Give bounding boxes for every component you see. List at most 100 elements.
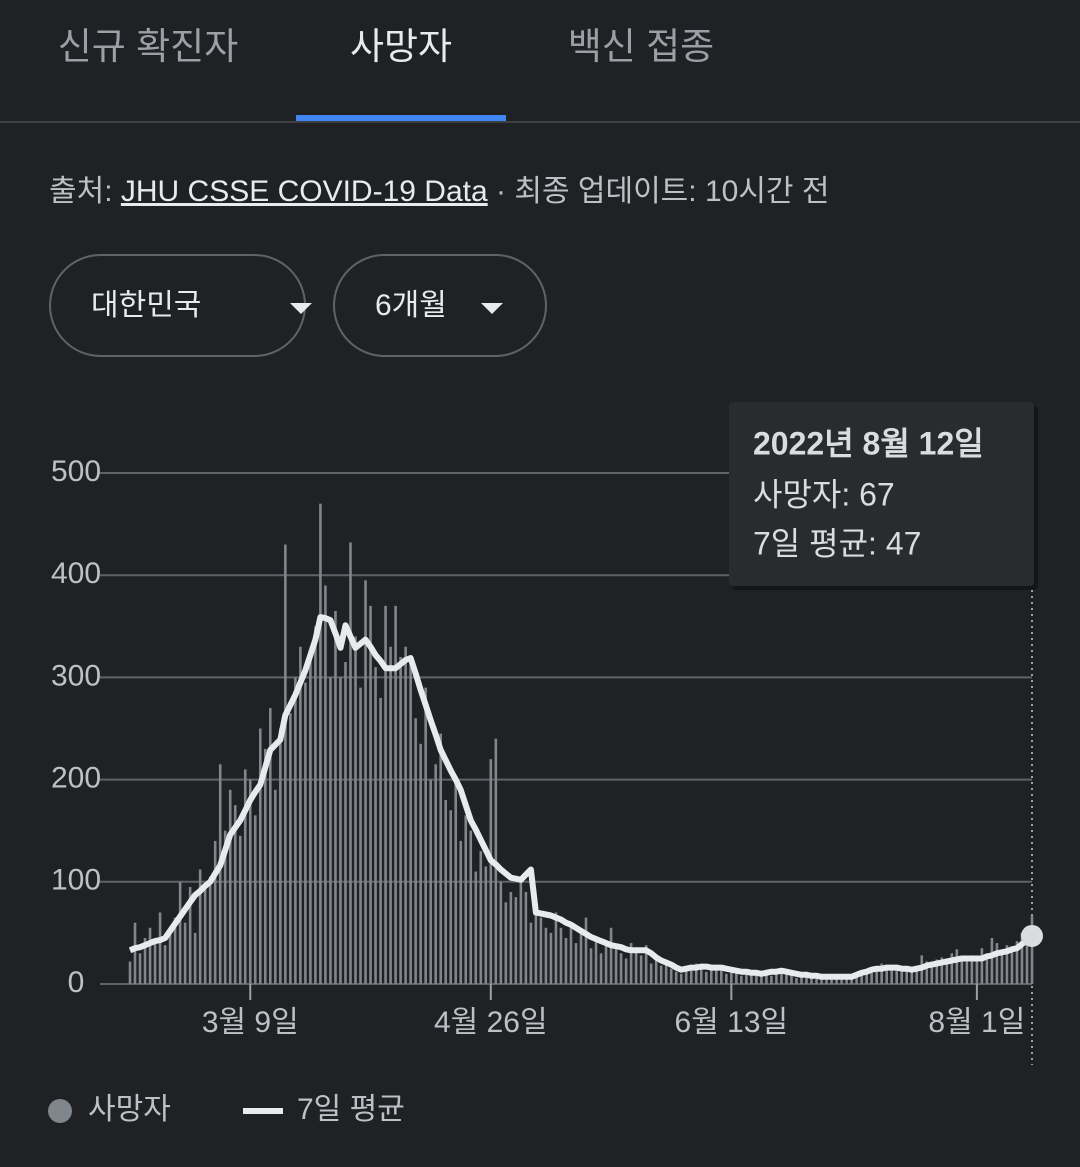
bar [684, 965, 688, 984]
bar [609, 927, 613, 984]
bar [469, 830, 473, 984]
bar [639, 955, 643, 984]
bar [790, 974, 793, 984]
bar [444, 800, 447, 984]
bar [279, 728, 282, 984]
bar [509, 892, 513, 984]
filter-label: 6개월 [375, 289, 447, 322]
bar [243, 769, 247, 984]
bar [860, 971, 863, 984]
bar [564, 938, 568, 984]
bar [354, 636, 357, 984]
source-prefix: 출처: [49, 175, 113, 208]
bar [143, 938, 147, 984]
x-tick-label: 6월 13일 [675, 1006, 789, 1039]
bar [554, 912, 558, 984]
bar [840, 976, 843, 984]
bar [198, 869, 202, 984]
bar [539, 917, 543, 984]
x-tick-label: 8월 1일 [928, 1006, 1025, 1039]
bar [404, 646, 407, 984]
bar [178, 881, 182, 984]
bar [419, 743, 422, 984]
bar [148, 927, 152, 984]
filter-chip[interactable]: 대한민국 [49, 254, 312, 357]
filter-label: 대한민국 [91, 289, 202, 322]
bar [439, 733, 442, 984]
bar [484, 866, 488, 984]
bar [479, 851, 483, 984]
filter-chip[interactable]: 6개월 [333, 254, 547, 357]
tooltip-title: 2022년 8월 12일 [753, 425, 984, 461]
bar [629, 943, 633, 984]
bar [409, 656, 412, 984]
bar [1030, 915, 1034, 984]
bar [344, 662, 347, 984]
bar [364, 580, 367, 984]
bar [529, 922, 533, 984]
bar [805, 971, 808, 984]
y-tick-label: 0 [68, 966, 85, 999]
bar [384, 605, 387, 984]
bar [324, 585, 327, 984]
bar [875, 967, 878, 984]
tab[interactable]: 신규 확진자 [57, 26, 239, 67]
bar [955, 949, 959, 984]
bar [985, 953, 989, 984]
bar [900, 971, 904, 984]
bar [374, 667, 377, 984]
bar [128, 961, 132, 984]
average-line [128, 614, 1034, 980]
bar [815, 978, 818, 984]
x-tick-label: 3월 9일 [202, 1006, 299, 1039]
bar [228, 789, 232, 984]
bar [208, 876, 212, 984]
bar [915, 965, 919, 984]
bar [890, 965, 893, 984]
bar [634, 948, 638, 984]
bar [910, 969, 914, 984]
bar [253, 815, 257, 984]
bar [699, 967, 703, 984]
tab[interactable]: 사망자 [296, 0, 506, 121]
bar [674, 971, 678, 984]
bar [945, 963, 949, 984]
bar [830, 975, 833, 984]
bar [1010, 947, 1014, 984]
bar [459, 840, 463, 984]
bar [504, 902, 508, 984]
bar [574, 943, 578, 984]
source-link[interactable]: JHU CSSE COVID-19 Data [120, 175, 488, 208]
bar [935, 959, 939, 984]
bar [730, 967, 733, 984]
bar [248, 779, 252, 984]
bar [534, 907, 538, 984]
source-suffix: · 최종 업데이트: 10시간 전 [496, 175, 830, 208]
bar [760, 973, 763, 984]
bar [750, 971, 753, 984]
bar [880, 963, 883, 984]
bar [474, 871, 478, 984]
bar [720, 969, 723, 984]
bar [825, 977, 828, 984]
bar [669, 968, 673, 984]
tab[interactable]: 백신 접종 [567, 26, 715, 67]
y-tick-label: 200 [51, 762, 101, 795]
dropdown-arrow [290, 303, 312, 314]
bar [173, 917, 177, 984]
bar [604, 943, 608, 984]
bar [359, 687, 362, 984]
bar [519, 881, 523, 984]
bar [524, 892, 528, 984]
legend-swatch [48, 1099, 72, 1123]
y-tick-label: 500 [51, 455, 101, 488]
bar [775, 971, 778, 984]
bar [624, 958, 628, 984]
tooltip-box [729, 402, 1034, 586]
bar [785, 973, 788, 984]
bar [274, 789, 277, 984]
source-line: 출처: JHU CSSE COVID-19 Data · 최종 업데이트: 10… [49, 166, 829, 210]
bar [349, 542, 352, 984]
bar [329, 677, 332, 984]
bar [780, 968, 783, 984]
